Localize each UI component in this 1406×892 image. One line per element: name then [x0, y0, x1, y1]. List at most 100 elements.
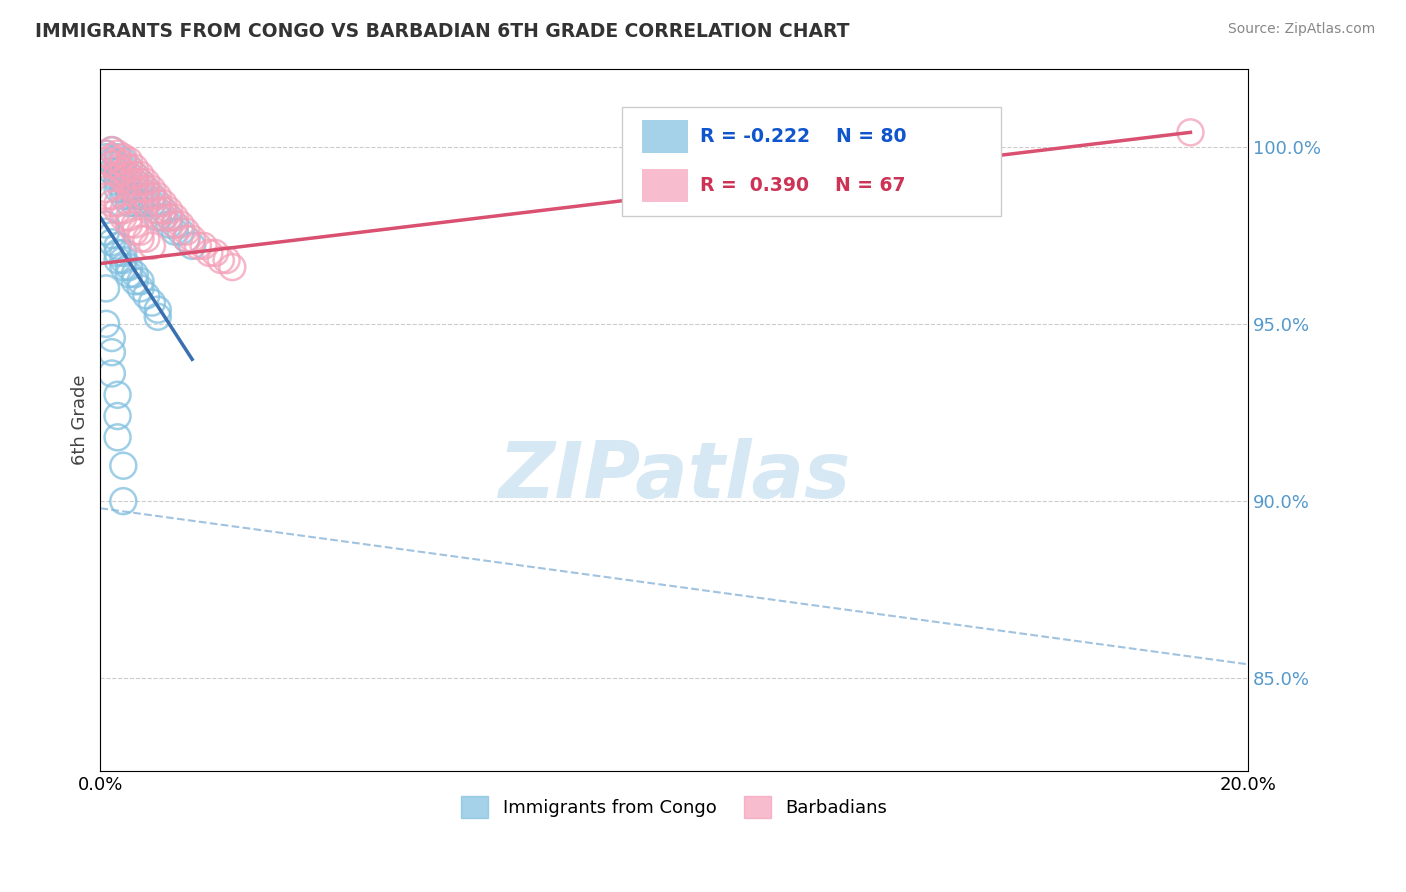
Point [129, 225, 152, 239]
Text: ZIPatlas: ZIPatlas [498, 438, 851, 514]
FancyBboxPatch shape [623, 107, 1001, 216]
Point [118, 175, 141, 189]
Legend: Immigrants from Congo, Barbadians: Immigrants from Congo, Barbadians [454, 789, 894, 825]
Point [163, 225, 186, 239]
Point [101, 345, 124, 359]
Point [118, 161, 141, 175]
Point [141, 189, 163, 203]
Y-axis label: 6th Grade: 6th Grade [72, 375, 89, 465]
Point [146, 196, 169, 211]
Point [187, 239, 209, 253]
Point [146, 196, 169, 211]
Point [94, 146, 117, 161]
Point [181, 239, 204, 253]
Point [101, 143, 124, 157]
Point [94, 182, 117, 196]
Point [124, 267, 146, 281]
Point [129, 189, 152, 203]
Point [152, 196, 174, 211]
Point [118, 189, 141, 203]
Point [146, 302, 169, 317]
Point [112, 168, 135, 182]
Point [118, 260, 141, 274]
Point [107, 196, 129, 211]
Point [146, 203, 169, 218]
Point [129, 175, 152, 189]
Point [107, 146, 129, 161]
Point [118, 196, 141, 211]
Point [101, 153, 124, 168]
Point [163, 211, 186, 225]
Point [124, 182, 146, 196]
Point [181, 232, 204, 246]
Point [107, 430, 129, 444]
Point [94, 225, 117, 239]
Point [129, 232, 152, 246]
Point [146, 189, 169, 203]
Point [141, 189, 163, 203]
Point [141, 239, 163, 253]
Point [193, 239, 215, 253]
Point [107, 175, 129, 189]
Point [101, 196, 124, 211]
Point [107, 409, 129, 423]
Point [107, 239, 129, 253]
Point [112, 246, 135, 260]
Point [129, 274, 152, 288]
Point [124, 168, 146, 182]
FancyBboxPatch shape [643, 169, 688, 202]
Point [118, 182, 141, 196]
Point [94, 281, 117, 295]
Point [94, 146, 117, 161]
Point [112, 211, 135, 225]
Point [118, 153, 141, 168]
Point [135, 288, 157, 302]
Point [107, 203, 129, 218]
Point [163, 218, 186, 232]
Point [152, 211, 174, 225]
Point [176, 232, 198, 246]
Point [124, 168, 146, 182]
Text: IMMIGRANTS FROM CONGO VS BARBADIAN 6TH GRADE CORRELATION CHART: IMMIGRANTS FROM CONGO VS BARBADIAN 6TH G… [35, 22, 849, 41]
Point [124, 218, 146, 232]
Point [157, 203, 180, 218]
Point [135, 232, 157, 246]
Point [157, 218, 180, 232]
Point [112, 157, 135, 171]
Point [107, 164, 129, 178]
Point [107, 153, 129, 168]
Point [124, 196, 146, 211]
Point [124, 225, 146, 239]
Point [112, 253, 135, 268]
Point [163, 218, 186, 232]
Point [94, 189, 117, 203]
Point [112, 153, 135, 168]
Point [112, 203, 135, 218]
Point [157, 211, 180, 225]
Point [176, 232, 198, 246]
Point [1180, 125, 1202, 139]
Point [129, 182, 152, 196]
Point [112, 175, 135, 189]
Point [107, 388, 129, 402]
Point [118, 267, 141, 281]
Point [170, 225, 193, 239]
Point [101, 164, 124, 178]
Point [124, 189, 146, 203]
Point [129, 182, 152, 196]
Point [141, 182, 163, 196]
Point [112, 260, 135, 274]
Point [107, 171, 129, 186]
Point [135, 182, 157, 196]
Point [101, 157, 124, 171]
Point [135, 189, 157, 203]
Point [135, 182, 157, 196]
Point [101, 157, 124, 171]
Point [215, 253, 238, 268]
Point [176, 225, 198, 239]
Point [157, 211, 180, 225]
Point [135, 189, 157, 203]
Text: R = -0.222    N = 80: R = -0.222 N = 80 [700, 128, 907, 146]
Point [94, 153, 117, 168]
Point [124, 175, 146, 189]
